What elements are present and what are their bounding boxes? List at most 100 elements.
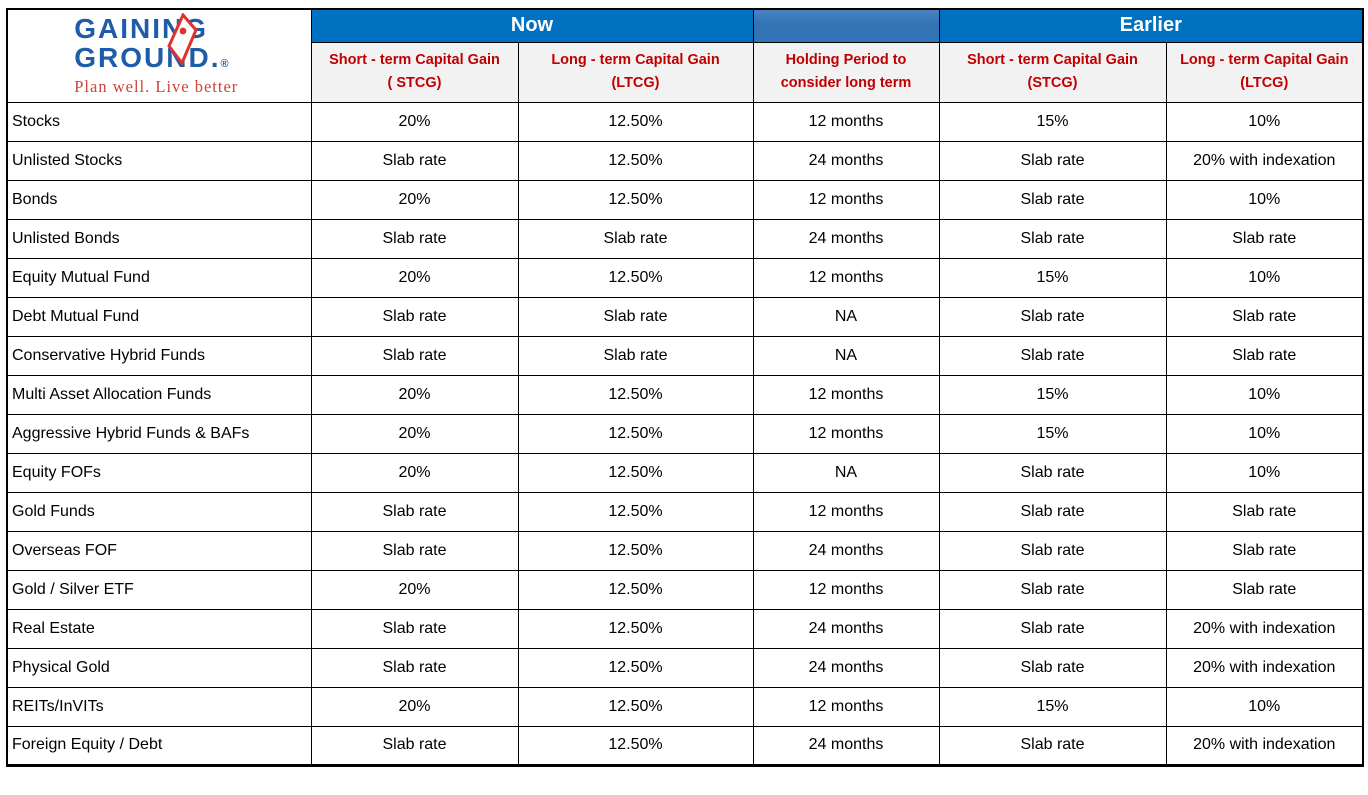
- holding-period-value: 12 months: [752, 179, 940, 220]
- holding-period-value: 24 months: [752, 140, 940, 181]
- earlier-ltcg-value: 10%: [1165, 179, 1364, 220]
- table-row: Gold Funds Slab rate 12.50% 12 months Sl…: [6, 491, 1364, 532]
- holding-period-value: 12 months: [752, 374, 940, 415]
- now-ltcg-value: 12.50%: [517, 179, 754, 220]
- earlier-stcg-value: 15%: [938, 686, 1167, 727]
- holding-period-value: NA: [752, 452, 940, 493]
- now-stcg-value: Slab rate: [310, 647, 519, 688]
- holding-period-value: NA: [752, 335, 940, 376]
- now-stcg-value: Slab rate: [310, 296, 519, 337]
- now-ltcg-value: 12.50%: [517, 140, 754, 181]
- now-stcg-value: 20%: [310, 686, 519, 727]
- now-stcg-value: 20%: [310, 569, 519, 610]
- earlier-stcg-value: Slab rate: [938, 140, 1167, 181]
- now-ltcg-value: 12.50%: [517, 491, 754, 532]
- asset-class-label: Equity FOFs: [6, 452, 312, 493]
- table-row: Stocks 20% 12.50% 12 months 15% 10%: [6, 101, 1364, 142]
- now-ltcg-value: 12.50%: [517, 725, 754, 766]
- holding-period-value: NA: [752, 296, 940, 337]
- earlier-stcg-value: Slab rate: [938, 491, 1167, 532]
- earlier-ltcg-value: 20% with indexation: [1165, 140, 1364, 181]
- earlier-stcg-value: Slab rate: [938, 530, 1167, 571]
- table-row: Gold / Silver ETF 20% 12.50% 12 months S…: [6, 569, 1364, 610]
- now-stcg-value: 20%: [310, 452, 519, 493]
- now-stcg-value: 20%: [310, 257, 519, 298]
- table-row: Overseas FOF Slab rate 12.50% 24 months …: [6, 530, 1364, 571]
- gaining-ground-logo: GAINING GROUND.® Plan well. Live better: [64, 12, 254, 97]
- now-ltcg-value: 12.50%: [517, 647, 754, 688]
- asset-class-label: Real Estate: [6, 608, 312, 649]
- registered-trademark: ®: [220, 57, 231, 70]
- earlier-stcg-value: Slab rate: [938, 569, 1167, 610]
- diamond-icon: [167, 12, 198, 65]
- earlier-stcg-value: Slab rate: [938, 296, 1167, 337]
- asset-class-label: Conservative Hybrid Funds: [6, 335, 312, 376]
- asset-class-label: Gold Funds: [6, 491, 312, 532]
- earlier-stcg-value: Slab rate: [938, 452, 1167, 493]
- now-stcg-value: Slab rate: [310, 218, 519, 259]
- holding-period-value: 12 months: [752, 257, 940, 298]
- table-row: REITs/InVITs 20% 12.50% 12 months 15% 10…: [6, 686, 1364, 727]
- holding-period-value: 12 months: [752, 101, 940, 142]
- now-stcg-value: Slab rate: [310, 335, 519, 376]
- earlier-ltcg-value: Slab rate: [1165, 530, 1364, 571]
- holding-period-value: 24 months: [752, 530, 940, 571]
- capital-gains-tax-table: GAINING GROUND.® Plan well. Live better …: [6, 8, 1365, 767]
- table-row: Conservative Hybrid Funds Slab rate Slab…: [6, 335, 1364, 376]
- table-row: Aggressive Hybrid Funds & BAFs 20% 12.50…: [6, 413, 1364, 454]
- asset-class-label: Multi Asset Allocation Funds: [6, 374, 312, 415]
- earlier-ltcg-value: Slab rate: [1165, 218, 1364, 259]
- now-stcg-value: Slab rate: [310, 530, 519, 571]
- logo-word-ground: GROUND.®: [74, 41, 231, 73]
- table-row: Unlisted Stocks Slab rate 12.50% 24 mont…: [6, 140, 1364, 181]
- asset-class-label: Aggressive Hybrid Funds & BAFs: [6, 413, 312, 454]
- table-row: Bonds 20% 12.50% 12 months Slab rate 10%: [6, 179, 1364, 220]
- now-ltcg-value: Slab rate: [517, 218, 754, 259]
- earlier-ltcg-value: 10%: [1165, 101, 1364, 142]
- now-stcg-value: 20%: [310, 101, 519, 142]
- now-stcg-value: 20%: [310, 374, 519, 415]
- earlier-stcg-value: Slab rate: [938, 608, 1167, 649]
- now-ltcg-value: Slab rate: [517, 296, 754, 337]
- asset-class-label: Overseas FOF: [6, 530, 312, 571]
- now-ltcg-value: 12.50%: [517, 569, 754, 610]
- column-header-now-stcg: Short - term Capital Gain( STCG): [310, 41, 519, 103]
- now-ltcg-value: 12.50%: [517, 608, 754, 649]
- column-header-holding-period: Holding Period to consider long term: [752, 41, 940, 103]
- table-row: Multi Asset Allocation Funds 20% 12.50% …: [6, 374, 1364, 415]
- earlier-ltcg-value: Slab rate: [1165, 569, 1364, 610]
- now-ltcg-value: 12.50%: [517, 686, 754, 727]
- now-stcg-value: Slab rate: [310, 140, 519, 181]
- earlier-stcg-value: 15%: [938, 374, 1167, 415]
- table-row: Equity FOFs 20% 12.50% NA Slab rate 10%: [6, 452, 1364, 493]
- earlier-ltcg-value: Slab rate: [1165, 491, 1364, 532]
- asset-class-label: Bonds: [6, 179, 312, 220]
- holding-period-value: 12 months: [752, 413, 940, 454]
- now-ltcg-value: 12.50%: [517, 257, 754, 298]
- asset-class-label: Stocks: [6, 101, 312, 142]
- logo-cell: GAINING GROUND.® Plan well. Live better: [6, 8, 312, 103]
- table-row: Real Estate Slab rate 12.50% 24 months S…: [6, 608, 1364, 649]
- holding-period-value: 12 months: [752, 569, 940, 610]
- earlier-stcg-value: 15%: [938, 257, 1167, 298]
- holding-period-value: 24 months: [752, 608, 940, 649]
- earlier-ltcg-value: 10%: [1165, 413, 1364, 454]
- earlier-stcg-value: Slab rate: [938, 647, 1167, 688]
- earlier-group-header: Earlier: [938, 8, 1364, 43]
- asset-class-label: Foreign Equity / Debt: [6, 725, 312, 766]
- earlier-ltcg-value: 20% with indexation: [1165, 608, 1364, 649]
- table-row: Unlisted Bonds Slab rate Slab rate 24 mo…: [6, 218, 1364, 259]
- table-row: Debt Mutual Fund Slab rate Slab rate NA …: [6, 296, 1364, 337]
- column-header-now-ltcg: Long - term Capital Gain (LTCG): [517, 41, 754, 103]
- holding-period-value: 24 months: [752, 218, 940, 259]
- asset-class-label: Gold / Silver ETF: [6, 569, 312, 610]
- now-stcg-value: Slab rate: [310, 725, 519, 766]
- asset-class-label: Unlisted Bonds: [6, 218, 312, 259]
- holding-group-header: [752, 8, 940, 43]
- earlier-ltcg-value: 20% with indexation: [1165, 647, 1364, 688]
- earlier-stcg-value: 15%: [938, 101, 1167, 142]
- earlier-stcg-value: Slab rate: [938, 335, 1167, 376]
- earlier-ltcg-value: 20% with indexation: [1165, 725, 1364, 766]
- table-row: Equity Mutual Fund 20% 12.50% 12 months …: [6, 257, 1364, 298]
- now-ltcg-value: 12.50%: [517, 101, 754, 142]
